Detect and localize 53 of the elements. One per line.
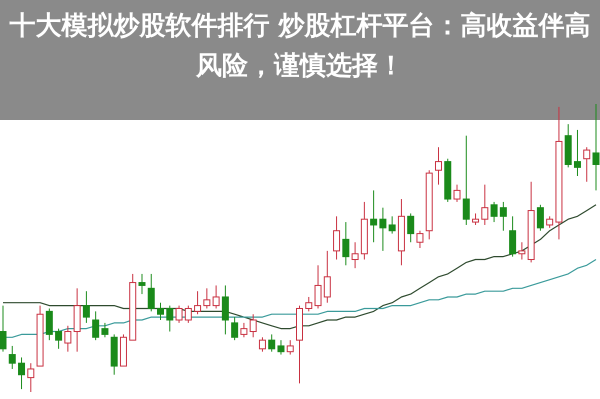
candlestick bbox=[536, 204, 544, 232]
candlestick bbox=[250, 314, 257, 338]
candlestick bbox=[314, 264, 322, 309]
candlestick bbox=[388, 216, 396, 234]
candlestick bbox=[222, 284, 229, 335]
candlestick bbox=[92, 310, 100, 341]
candlestick bbox=[8, 345, 16, 370]
candlestick bbox=[0, 305, 6, 352]
candlestick bbox=[592, 104, 600, 191]
candlestick bbox=[333, 216, 340, 260]
candlestick bbox=[454, 184, 461, 202]
candlestick bbox=[46, 308, 53, 341]
candlestick bbox=[166, 305, 174, 332]
candlestick bbox=[176, 305, 183, 324]
candlestick bbox=[27, 362, 34, 392]
candlestick bbox=[509, 216, 516, 258]
candlestick bbox=[18, 356, 26, 390]
candlestick bbox=[352, 242, 359, 269]
candlestick bbox=[490, 201, 498, 223]
candlestick bbox=[258, 336, 266, 352]
candlestick bbox=[500, 201, 507, 232]
candlestick bbox=[268, 334, 276, 352]
candlestick bbox=[518, 242, 526, 260]
candlestick bbox=[194, 290, 202, 315]
candlestick bbox=[407, 212, 414, 243]
candlestick bbox=[546, 216, 554, 228]
candlestick bbox=[148, 273, 155, 312]
candlestick bbox=[472, 212, 480, 226]
chart-title: 十大模拟炒股软件排行 炒股杠杆平台：高收益伴高风险，谨慎选择！ bbox=[8, 10, 592, 83]
candlestick bbox=[82, 290, 90, 324]
candlestick bbox=[101, 322, 108, 338]
candlestick bbox=[286, 340, 294, 356]
candlestick bbox=[583, 146, 590, 182]
candlestick bbox=[277, 340, 284, 356]
candlestick bbox=[55, 328, 62, 350]
candlestick bbox=[231, 316, 238, 341]
candlestick bbox=[574, 129, 581, 176]
candlestick bbox=[157, 302, 164, 320]
candlestick bbox=[379, 207, 386, 252]
candlestick bbox=[212, 284, 220, 309]
candlestick bbox=[305, 296, 312, 312]
candlestick bbox=[416, 230, 424, 248]
candlestick bbox=[184, 305, 192, 324]
candlestick bbox=[481, 184, 488, 226]
candlestick bbox=[342, 222, 350, 266]
candlestick bbox=[434, 146, 442, 186]
candlestick bbox=[324, 250, 331, 304]
candlestick bbox=[462, 135, 470, 226]
candlestick bbox=[203, 288, 210, 309]
candlestick bbox=[138, 273, 146, 295]
candlestick bbox=[240, 322, 248, 338]
candlestick bbox=[370, 190, 378, 243]
candlestick bbox=[64, 325, 72, 352]
